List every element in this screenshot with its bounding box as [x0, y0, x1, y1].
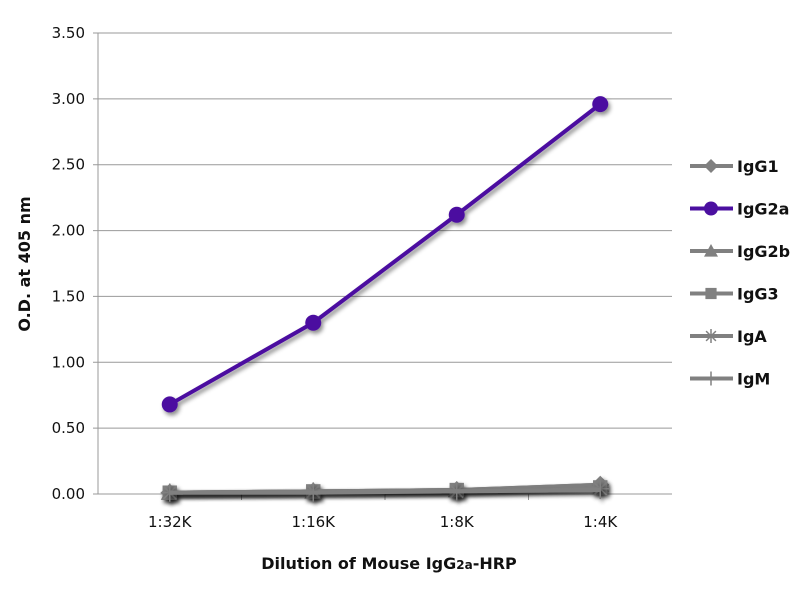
y-tick-label: 2.50: [52, 156, 85, 174]
y-axis-ticks: 0.00 0.50 1.00 1.50 2.00 2.50 3.00 3.50: [52, 24, 85, 503]
legend-label: IgA: [737, 327, 767, 346]
x-tick-label: 1:8K: [440, 513, 475, 531]
legend-label: IgG2a: [737, 200, 789, 219]
series-line: [168, 102, 602, 407]
y-tick-label: 3.50: [52, 24, 85, 42]
legend-item-IgM: IgM: [690, 370, 770, 389]
series-group: [160, 96, 610, 502]
legend: IgG1 IgG2a IgG2b IgG3 IgA IgM: [690, 157, 790, 389]
y-axis-label: O.D. at 405 nm: [15, 196, 34, 331]
y-tick-label: 1.00: [52, 353, 85, 371]
marker-diamond: [704, 159, 718, 173]
x-axis-ticks: 1:32K 1:16K 1:8K 1:4K: [148, 513, 618, 531]
marker-circle: [704, 201, 718, 216]
legend-label: IgG1: [737, 157, 779, 176]
marker-circle: [448, 206, 465, 223]
legend-label: IgG2b: [737, 242, 790, 261]
x-tick-label: 1:32K: [148, 513, 193, 531]
y-tick-label: 1.50: [52, 287, 85, 305]
marker-circle: [592, 96, 609, 113]
marker-square: [705, 287, 717, 300]
y-tick-label: 0.00: [52, 485, 85, 503]
series-IgG2a: [161, 96, 609, 413]
marker-circle: [161, 396, 178, 413]
legend-label: IgG3: [737, 285, 779, 304]
legend-item-IgG2a: IgG2a: [690, 200, 789, 219]
legend-item-IgG1: IgG1: [690, 157, 779, 176]
marker-circle: [305, 314, 322, 331]
legend-label: IgM: [737, 370, 770, 389]
y-tick-label: 3.00: [52, 90, 85, 108]
legend-item-IgG2b: IgG2b: [690, 242, 790, 261]
legend-item-IgG3: IgG3: [690, 285, 779, 304]
series-IgM: [169, 481, 601, 502]
marker-star: [704, 329, 718, 343]
y-tick-label: 0.50: [52, 419, 85, 437]
x-axis-label: Dilution of Mouse IgG2a-HRP: [261, 554, 517, 573]
gridlines: [93, 32, 672, 500]
y-tick-label: 2.00: [52, 222, 85, 240]
legend-item-IgA: IgA: [690, 327, 767, 346]
marker-triangle: [704, 244, 718, 257]
series-line: [169, 488, 601, 495]
x-tick-label: 1:4K: [583, 513, 618, 531]
x-tick-label: 1:16K: [291, 513, 336, 531]
